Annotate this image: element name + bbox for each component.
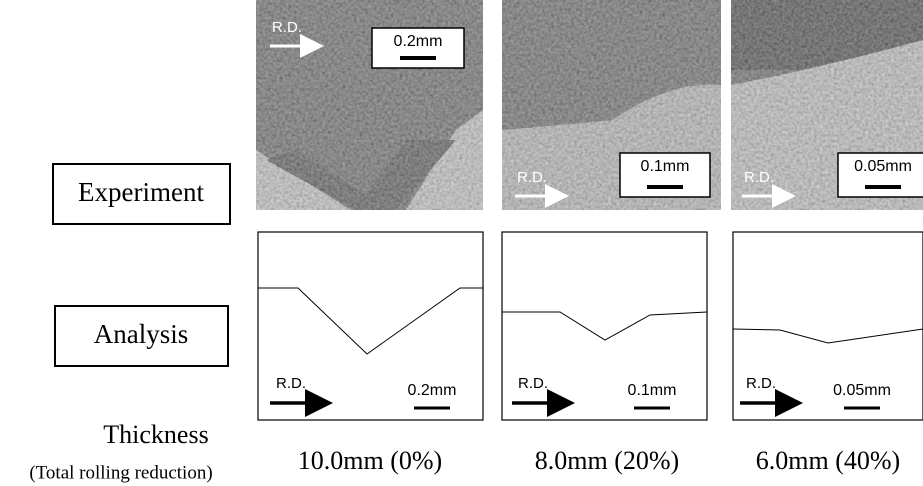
- direction-label: R.D.: [517, 169, 547, 186]
- scale-label: 0.2mm: [408, 382, 457, 399]
- direction-label: R.D.: [744, 169, 774, 186]
- scale-label: 0.1mm: [641, 158, 690, 175]
- column-label: 6.0mm (40%): [756, 446, 900, 475]
- scale-label: 0.05mm: [833, 382, 891, 399]
- scale-label: 0.2mm: [394, 33, 443, 50]
- row-label: Analysis: [94, 319, 189, 349]
- scale-label: 0.1mm: [628, 382, 677, 399]
- row-label: Experiment: [78, 177, 204, 207]
- scale-label: 0.05mm: [854, 158, 912, 175]
- direction-label: R.D.: [276, 375, 306, 392]
- direction-label: R.D.: [518, 375, 548, 392]
- direction-label: R.D.: [746, 375, 776, 392]
- figure: Experiment Analysis Thickness (Total rol…: [0, 0, 923, 486]
- thickness-sub: (Total rolling reduction): [29, 462, 212, 483]
- direction-label: R.D.: [272, 19, 302, 36]
- column-label: 10.0mm (0%): [298, 446, 442, 475]
- thickness-label: Thickness: [103, 420, 208, 449]
- column-label: 8.0mm (20%): [535, 446, 679, 475]
